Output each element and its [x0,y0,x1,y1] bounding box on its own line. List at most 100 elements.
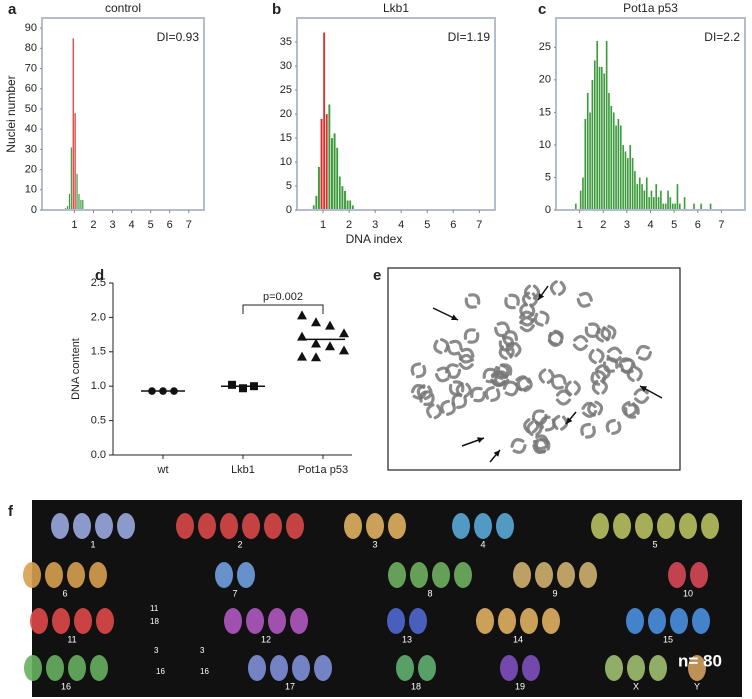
chromosome [387,608,405,634]
bar [636,183,639,211]
chromosome [292,655,310,681]
bar [584,118,587,211]
bar [683,196,686,211]
y-tick-label: 1.0 [91,380,106,392]
chromosome [510,438,527,454]
chromosome [550,374,567,390]
bar [322,32,326,211]
x-tick-label: 2 [600,219,606,231]
chromosome [458,347,475,364]
chromosome [89,562,107,588]
point [297,331,307,341]
y-axis-label: Nuclei number [4,75,18,152]
bar [591,79,594,211]
chromosome [564,380,581,396]
point [325,341,335,351]
bar [78,193,80,211]
insert-label: 3 [200,646,205,655]
y-tick-label: 15 [280,132,292,144]
bar [335,147,339,211]
x-tick-label: 3 [624,219,630,231]
chromosome-label: 1 [90,539,95,549]
chromosome [30,608,48,634]
chromosome [688,655,706,681]
chromosome [432,562,450,588]
bar [74,112,77,211]
chromosome [668,562,686,588]
chromosome [476,608,494,634]
insert-label: 11 [150,604,159,613]
bar [330,137,334,211]
annotation: p=0.002 [263,291,303,303]
chromosome [445,363,462,379]
chart-title: Lkb1 [383,1,409,15]
chromosome [452,513,470,539]
y-tick-label: 10 [539,139,551,151]
chromosome [418,655,436,681]
chromosome-label: 19 [515,681,525,691]
chromosome [24,655,42,681]
chromosome-label: 5 [652,539,657,549]
bar [76,173,78,211]
chromosome [454,562,472,588]
chromosome [220,513,238,539]
bar [607,92,611,211]
bar [647,196,651,211]
bar [581,177,585,211]
chart-title: control [105,1,141,15]
chromosome [286,513,304,539]
chromosome [605,655,623,681]
bar [79,199,82,211]
x-tick-label: Lkb1 [231,464,255,476]
y-tick-label: 25 [539,41,551,53]
chromosome [434,366,452,383]
bar [652,196,655,211]
chromosome [494,321,511,338]
x-tick-label: 6 [450,219,456,231]
bar [638,177,641,211]
point [339,328,349,338]
bar [328,104,331,211]
chromosome [588,348,605,365]
chromosome [484,385,501,403]
chromosome [626,608,644,634]
point [325,320,335,330]
chromosome [451,393,468,409]
bar [666,190,670,211]
chromosome-label: Y [694,681,700,691]
chart-title: Pot1a p53 [623,1,678,15]
chromosome [594,364,611,381]
chromosome [344,513,362,539]
chromosome [96,608,114,634]
bar [325,113,329,211]
y-tick-label: 1.5 [91,346,106,358]
y-tick-label: 5 [545,171,551,183]
chromosome [270,655,288,681]
chromosome [606,346,623,363]
x-tick-label: 2 [346,219,352,231]
x-tick-label: wt [157,464,169,476]
y-tick-label: 20 [280,108,292,120]
y-tick-label: 80 [25,42,37,54]
chromosome-label: 15 [663,634,673,644]
x-tick-label: 1 [577,219,583,231]
chromosome [264,513,282,539]
chromosome [572,334,589,352]
y-tick-label: 0.5 [91,415,106,427]
chromosome [410,362,427,379]
y-tick-label: 10 [280,156,292,168]
y-tick-label: 60 [25,83,37,95]
chromosome [624,403,640,419]
y-tick-label: 5 [286,180,292,192]
chromosome [502,330,519,346]
y-tick-label: 30 [25,143,37,155]
bar [70,147,73,211]
y-tick-label: 50 [25,103,37,115]
panel-label: e [373,267,381,284]
point [339,345,349,355]
chromosome-label: 3 [372,539,377,549]
y-tick-label: 0 [545,204,551,216]
chromosome [396,655,414,681]
chromosome [366,513,384,539]
